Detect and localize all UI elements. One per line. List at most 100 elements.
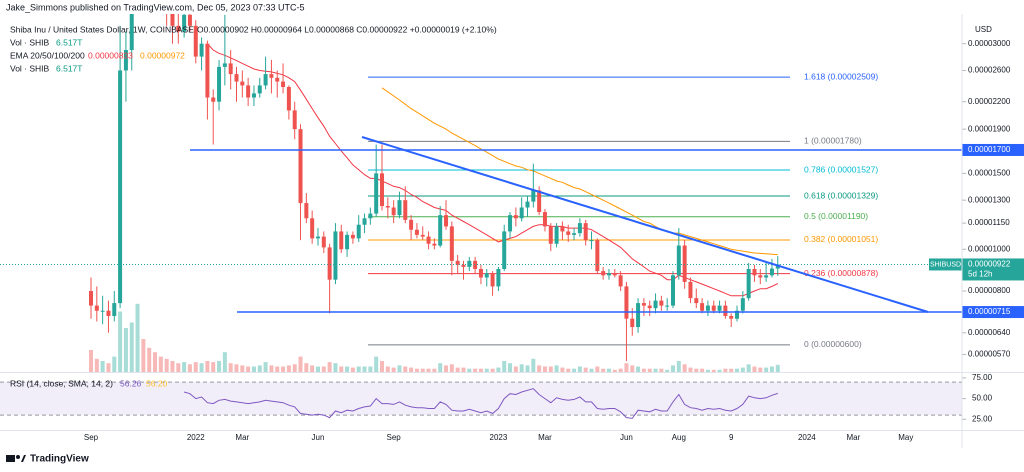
- candle-body: [385, 206, 390, 208]
- fib-label: 0.382 (0.00001051): [804, 234, 878, 244]
- y-tick-label: 25.00: [972, 414, 993, 423]
- volume-bar: [380, 361, 384, 372]
- volume-bar: [112, 356, 117, 372]
- volume-bar: [94, 358, 99, 372]
- candle-body: [182, 14, 187, 32]
- candle-body: [205, 43, 210, 98]
- candle-body: [380, 173, 384, 207]
- volume-bar: [735, 368, 740, 372]
- symbol-tag-label: SHIBUSD: [930, 261, 961, 268]
- volume-bar: [671, 365, 675, 372]
- footer-logo: [6, 455, 26, 462]
- volume-bar: [554, 365, 559, 372]
- candle-body: [414, 229, 419, 235]
- candle-body: [659, 300, 664, 306]
- volume-bar: [414, 368, 419, 372]
- moving-average: [381, 87, 778, 256]
- candle-body: [665, 305, 670, 307]
- y-tick-label: 0.00003000: [968, 39, 1011, 48]
- candle-body: [94, 305, 99, 311]
- candle-body: [187, 14, 192, 26]
- candle-body: [263, 74, 268, 86]
- volume-bar: [356, 366, 361, 372]
- volume-bar: [490, 368, 495, 372]
- candle-body: [769, 268, 774, 276]
- candle-body: [251, 93, 256, 98]
- candle-body: [362, 218, 367, 225]
- volume-bar: [281, 366, 286, 372]
- volume-bar: [315, 366, 320, 372]
- candle-body: [711, 305, 716, 311]
- candle-body: [723, 305, 728, 317]
- candle-body: [315, 236, 320, 239]
- x-tick-label: 9: [729, 433, 734, 442]
- candle-body: [432, 243, 437, 246]
- candle-body: [636, 303, 641, 328]
- volume-bar: [391, 367, 396, 372]
- candle-body: [444, 215, 449, 227]
- volume-bar: [484, 368, 489, 372]
- candle-body: [118, 70, 123, 304]
- candle-body: [339, 231, 344, 250]
- volume-bar: [659, 368, 664, 372]
- candle-body: [100, 310, 105, 312]
- candle-body: [671, 275, 675, 306]
- volume-bar: [193, 362, 198, 372]
- volume-bar: [211, 362, 216, 372]
- volume-bar: [700, 368, 705, 372]
- volume-bar: [275, 366, 280, 372]
- volume-bar: [438, 363, 443, 372]
- candle-body: [525, 201, 530, 208]
- candle-body: [228, 63, 233, 75]
- symbol-tag: [929, 258, 962, 271]
- candle-body: [193, 25, 198, 57]
- fib-label: 0 (0.00000600): [804, 339, 862, 349]
- y-tick-label: 0.00001300: [968, 195, 1011, 204]
- candle-body: [368, 213, 373, 219]
- candle-body: [688, 281, 693, 299]
- y-tick-label: 50.00: [972, 394, 993, 403]
- volume-bar: [764, 367, 769, 372]
- candle-body: [513, 215, 518, 219]
- candle-body: [473, 260, 478, 269]
- x-tick-label: Jun: [620, 433, 633, 442]
- volume-bar: [682, 364, 687, 372]
- volume-bar: [513, 366, 518, 372]
- candle-body: [345, 234, 350, 250]
- volume-bar: [118, 311, 123, 372]
- volume-bar: [135, 303, 140, 372]
- volume-bar: [426, 368, 431, 372]
- volume-bar: [624, 363, 629, 372]
- volume-bar: [630, 365, 635, 372]
- volume-bar: [461, 367, 466, 372]
- candle-body: [129, 14, 134, 51]
- volume-bar: [217, 361, 222, 372]
- volume-bar: [758, 367, 763, 372]
- price-tag-label: 0.00000715: [968, 307, 1011, 316]
- volume-bar: [688, 367, 693, 372]
- volume-bar: [327, 362, 332, 372]
- candle-body: [275, 77, 280, 82]
- candle-body: [426, 236, 431, 244]
- volume-bar: [403, 366, 408, 372]
- volume-bar: [397, 365, 402, 372]
- candle-body: [356, 224, 361, 239]
- volume-bar: [368, 366, 373, 372]
- currency: USD: [975, 25, 992, 34]
- volume-bar: [478, 368, 483, 372]
- candle-body: [694, 298, 699, 304]
- candle-body: [112, 303, 117, 317]
- volume-bar: [525, 365, 530, 372]
- candle-body: [746, 268, 751, 299]
- candle-body: [310, 218, 315, 239]
- candle-body: [391, 207, 396, 216]
- price-tag: [962, 306, 1024, 319]
- volume-bar: [775, 364, 780, 372]
- candle-body: [321, 236, 326, 248]
- volume-bar: [286, 365, 291, 372]
- volume-bar: [694, 368, 699, 372]
- price-pane: [89, 14, 790, 372]
- volume-bar: [653, 368, 658, 372]
- volume-bar: [100, 361, 105, 372]
- candle-body: [589, 240, 594, 242]
